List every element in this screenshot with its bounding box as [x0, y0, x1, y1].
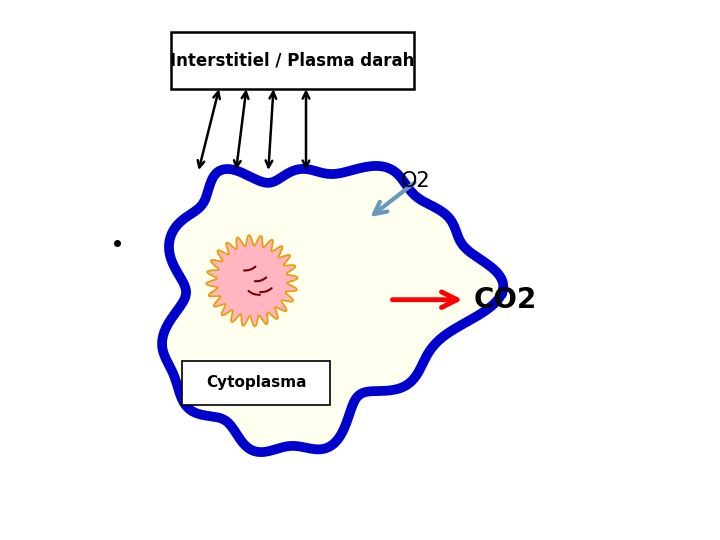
Text: O2: O2 — [400, 171, 430, 191]
FancyBboxPatch shape — [171, 32, 414, 89]
Text: Cytoplasma: Cytoplasma — [206, 375, 306, 390]
Text: Interstitiel / Plasma darah: Interstitiel / Plasma darah — [171, 52, 415, 70]
Polygon shape — [162, 166, 503, 452]
FancyBboxPatch shape — [181, 361, 330, 405]
Text: CO2: CO2 — [474, 286, 536, 314]
Polygon shape — [207, 235, 297, 326]
